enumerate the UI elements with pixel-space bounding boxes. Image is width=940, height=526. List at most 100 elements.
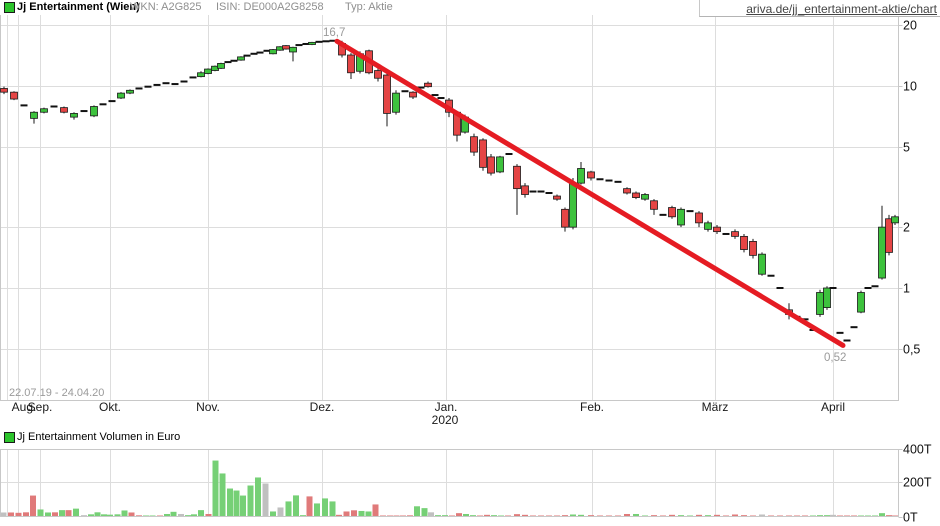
volume-bar [578, 514, 584, 516]
volume-bar [435, 515, 441, 516]
high-annotation: 16,7 [323, 27, 345, 39]
volume-bar [759, 514, 765, 516]
candle-body [392, 92, 400, 113]
volume-bar [660, 515, 666, 516]
volume-bar [393, 515, 400, 516]
period-range-label: 22.07.19 - 24.04.20 [9, 387, 104, 399]
candle-body [857, 292, 865, 313]
price-tick-label: 0,5 [903, 343, 920, 357]
candle-body [126, 89, 134, 94]
candle-body [347, 54, 355, 74]
volume-legend-square [4, 432, 15, 443]
candle-body [816, 292, 824, 315]
volume-bar [624, 513, 630, 516]
wkn-label: WKN: A2G825 [130, 1, 202, 13]
volume-bar [530, 515, 536, 516]
volume-bar [149, 515, 156, 516]
candle-body [282, 45, 290, 50]
source-link-box: ariva.de/jj_entertainment-aktie/chart [699, 0, 940, 17]
candle-body [40, 108, 48, 113]
volume-bar [554, 515, 560, 516]
volume-bar [336, 514, 342, 516]
volume-bar [669, 514, 675, 516]
instrument-legend-square [4, 2, 15, 13]
volume-bar [351, 510, 357, 516]
volume-bar [73, 508, 79, 516]
volume-bar [59, 510, 65, 516]
volume-bar [802, 515, 808, 516]
candle-body [0, 88, 8, 93]
candle-body [90, 106, 98, 117]
volume-bar [498, 515, 504, 516]
candle-body [885, 218, 893, 253]
candle-body [237, 56, 245, 61]
volume-bar [491, 515, 497, 516]
volume-bar [546, 515, 552, 516]
volume-bar [522, 514, 528, 516]
low-annotation: 0,52 [824, 352, 846, 364]
price-tick-label: 10 [903, 80, 917, 94]
candle-body [553, 195, 561, 200]
source-link[interactable]: ariva.de/jj_entertainment-aktie/chart [746, 2, 937, 16]
candle-body [650, 200, 658, 210]
volume-bar [696, 514, 702, 516]
volume-bar [277, 507, 284, 516]
candle-body [60, 107, 68, 113]
volume-bar [421, 508, 428, 516]
volume-bar [615, 515, 621, 516]
volume-bar [651, 515, 657, 516]
candle-body [695, 212, 703, 224]
month-label: Feb. [580, 400, 604, 414]
volume-bar [879, 513, 885, 516]
volume-bar [8, 512, 14, 516]
price-tick-label: 20 [903, 19, 917, 33]
candle-body [878, 226, 886, 279]
volume-bar [293, 495, 299, 516]
price-tick-label: 1 [903, 282, 910, 296]
candle-body [677, 208, 685, 226]
month-label: März [702, 400, 729, 414]
volume-bar [262, 483, 269, 516]
volume-bar [678, 515, 684, 516]
volume-bar [94, 512, 101, 516]
candle-body [587, 171, 595, 179]
candle-body [569, 182, 577, 228]
candle-body [749, 241, 757, 256]
volume-bar [0, 512, 7, 516]
volume-bar [830, 514, 836, 516]
volume-bar [633, 513, 639, 516]
candle-body [383, 74, 391, 114]
volume-bar [23, 512, 29, 516]
volume-bar [107, 514, 113, 516]
candle-body [758, 253, 766, 275]
volume-bar [329, 501, 336, 516]
volume-bar [570, 514, 576, 516]
volume-bar [786, 515, 792, 516]
volume-bar [178, 513, 184, 516]
volume-bar [114, 514, 121, 516]
volume-bar [372, 504, 379, 516]
volume-bar [817, 515, 823, 516]
volume-bar [741, 515, 747, 516]
volume-tick-label: 400T [903, 443, 932, 457]
volume-bar [687, 515, 693, 516]
volume-bar [121, 510, 128, 516]
volume-bar [101, 514, 107, 516]
candle-body [117, 92, 125, 99]
volume-bar [732, 514, 738, 516]
volume-bar [538, 515, 544, 516]
volume-bar [45, 512, 51, 516]
volume-bar [270, 511, 276, 516]
volume-bar [255, 477, 261, 516]
volume-bar [358, 510, 365, 516]
volume-bar [777, 515, 783, 516]
volume-bar [400, 515, 406, 516]
volume-bar [414, 506, 420, 516]
chart-header: Jj Entertainment (Wien) WKN: A2G825 ISIN… [0, 0, 940, 17]
volume-bar [240, 495, 246, 516]
volume-bar [456, 513, 462, 516]
volume-bar [588, 515, 594, 516]
volume-bar [824, 515, 830, 516]
